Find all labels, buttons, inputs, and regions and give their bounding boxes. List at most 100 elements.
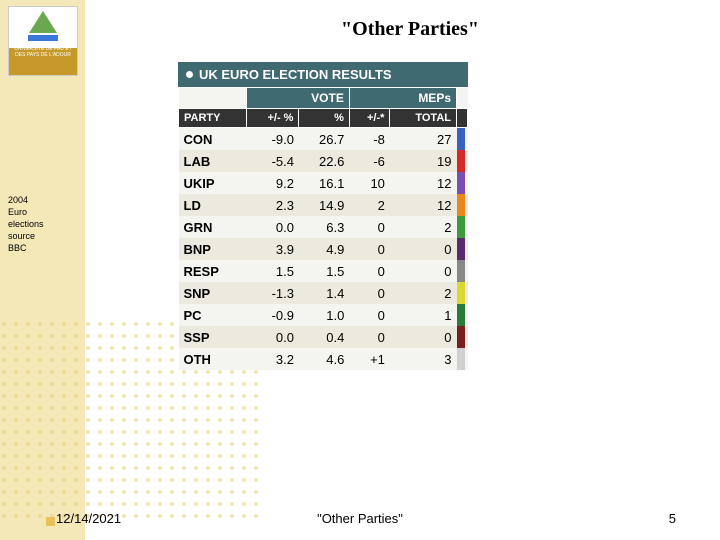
results-table: UK EURO ELECTION RESULTS VOTE MEPs PARTY… — [178, 62, 468, 370]
cell-total: 3 — [390, 348, 457, 370]
blank-cell — [179, 88, 247, 109]
table-row: PC-0.91.001 — [179, 304, 468, 326]
table-title-bar: UK EURO ELECTION RESULTS — [178, 62, 468, 87]
cell-pm-meps: 0 — [349, 216, 390, 238]
cell-pm-meps: 0 — [349, 238, 390, 260]
cell-total: 2 — [390, 216, 457, 238]
cell-swatch — [457, 238, 468, 260]
cell-pm-meps: 0 — [349, 304, 390, 326]
cell-pm-pct: -1.3 — [246, 282, 299, 304]
col-pm-pct: +/- % — [246, 109, 299, 128]
cell-pm-pct: 9.2 — [246, 172, 299, 194]
cell-pct: 4.9 — [299, 238, 349, 260]
party-color-icon — [457, 172, 465, 194]
footer: 12/14/2021 "Other Parties" 5 — [0, 504, 720, 540]
logo-text: UNIVERSITÉ DE PAU ET DES PAYS DE L'ADOUR — [9, 45, 77, 59]
cell-total: 27 — [390, 128, 457, 151]
party-color-icon — [457, 150, 465, 172]
cell-pm-meps: 0 — [349, 260, 390, 282]
cell-swatch — [457, 150, 468, 172]
table-row: LAB-5.422.6-619 — [179, 150, 468, 172]
cell-party: BNP — [179, 238, 247, 260]
cell-pct: 4.6 — [299, 348, 349, 370]
cell-party: OTH — [179, 348, 247, 370]
cell-pct: 1.0 — [299, 304, 349, 326]
cell-total: 0 — [390, 238, 457, 260]
party-color-icon — [457, 238, 465, 260]
cell-swatch — [457, 326, 468, 348]
blank-cell — [457, 88, 468, 109]
cell-pm-pct: 3.2 — [246, 348, 299, 370]
cell-swatch — [457, 282, 468, 304]
cell-pm-meps: +1 — [349, 348, 390, 370]
party-color-icon — [457, 326, 465, 348]
cell-pct: 1.4 — [299, 282, 349, 304]
group-header-row: VOTE MEPs — [179, 88, 468, 109]
party-color-icon — [457, 304, 465, 326]
table-row: RESP1.51.500 — [179, 260, 468, 282]
cell-party: SSP — [179, 326, 247, 348]
cell-pm-pct: 1.5 — [246, 260, 299, 282]
cell-pm-pct: -5.4 — [246, 150, 299, 172]
cell-swatch — [457, 260, 468, 282]
cell-pct: 16.1 — [299, 172, 349, 194]
party-color-icon — [457, 282, 465, 304]
cell-pm-meps: 10 — [349, 172, 390, 194]
university-logo: UNIVERSITÉ DE PAU ET DES PAYS DE L'ADOUR — [8, 6, 78, 76]
note-line: Euro — [8, 206, 78, 218]
col-party: PARTY — [179, 109, 247, 128]
party-color-icon — [457, 194, 465, 216]
table-row: UKIP9.216.11012 — [179, 172, 468, 194]
cell-pm-pct: 0.0 — [246, 326, 299, 348]
note-line: BBC — [8, 242, 78, 254]
table-row: SNP-1.31.402 — [179, 282, 468, 304]
cell-party: CON — [179, 128, 247, 151]
table-row: SSP0.00.400 — [179, 326, 468, 348]
col-total: TOTAL — [390, 109, 457, 128]
party-color-icon — [457, 260, 465, 282]
cell-party: GRN — [179, 216, 247, 238]
col-pm-meps: +/-* — [349, 109, 390, 128]
slide-title: "Other Parties" — [200, 18, 620, 41]
group-vote: VOTE — [246, 88, 349, 109]
cell-pm-meps: -8 — [349, 128, 390, 151]
cell-pm-pct: 3.9 — [246, 238, 299, 260]
footer-center: "Other Parties" — [0, 511, 720, 526]
table-row: LD2.314.9212 — [179, 194, 468, 216]
cell-party: RESP — [179, 260, 247, 282]
table-row: OTH3.24.6+13 — [179, 348, 468, 370]
party-color-icon — [457, 216, 465, 238]
cell-pm-pct: -9.0 — [246, 128, 299, 151]
cell-pct: 6.3 — [299, 216, 349, 238]
cell-party: SNP — [179, 282, 247, 304]
table-row: GRN0.06.302 — [179, 216, 468, 238]
cell-pm-pct: 0.0 — [246, 216, 299, 238]
cell-total: 12 — [390, 194, 457, 216]
note-line: source — [8, 230, 78, 242]
cell-total: 2 — [390, 282, 457, 304]
cell-swatch — [457, 194, 468, 216]
cell-pm-meps: 0 — [349, 282, 390, 304]
footer-page: 5 — [669, 511, 676, 526]
bullet-icon — [186, 71, 193, 78]
table-row: CON-9.026.7-827 — [179, 128, 468, 151]
column-header-row: PARTY +/- % % +/-* TOTAL — [179, 109, 468, 128]
cell-pm-meps: -6 — [349, 150, 390, 172]
cell-swatch — [457, 216, 468, 238]
cell-total: 1 — [390, 304, 457, 326]
cell-pct: 1.5 — [299, 260, 349, 282]
table-row: BNP3.94.900 — [179, 238, 468, 260]
cell-swatch — [457, 128, 468, 151]
note-line: elections — [8, 218, 78, 230]
cell-swatch — [457, 172, 468, 194]
cell-pm-pct: 2.3 — [246, 194, 299, 216]
cell-swatch — [457, 304, 468, 326]
party-color-icon — [457, 128, 465, 150]
cell-total: 12 — [390, 172, 457, 194]
cell-pct: 14.9 — [299, 194, 349, 216]
cell-pct: 0.4 — [299, 326, 349, 348]
cell-party: LD — [179, 194, 247, 216]
cell-pm-meps: 0 — [349, 326, 390, 348]
cell-party: UKIP — [179, 172, 247, 194]
source-note: 2004 Euro elections source BBC — [8, 194, 78, 254]
